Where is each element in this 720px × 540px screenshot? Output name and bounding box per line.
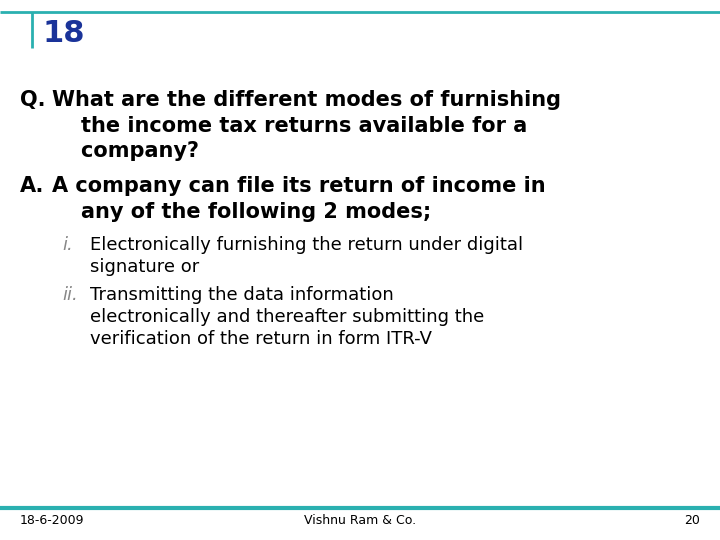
Text: Q.: Q. [20,90,45,110]
Text: verification of the return in form ITR-V: verification of the return in form ITR-V [90,330,432,348]
Text: electronically and thereafter submitting the: electronically and thereafter submitting… [90,308,485,326]
Text: A.: A. [20,177,45,197]
Text: 18-6-2009: 18-6-2009 [20,515,84,528]
Text: any of the following 2 modes;: any of the following 2 modes; [52,202,431,222]
Text: i.: i. [62,235,73,253]
Text: Transmitting the data information: Transmitting the data information [90,286,394,303]
Text: Electronically furnishing the return under digital: Electronically furnishing the return und… [90,235,523,253]
Text: 18: 18 [42,19,84,49]
Text: signature or: signature or [90,258,199,275]
Text: Vishnu Ram & Co.: Vishnu Ram & Co. [304,515,416,528]
Text: A company can file its return of income in: A company can file its return of income … [52,177,546,197]
Text: 20: 20 [684,515,700,528]
Text: What are the different modes of furnishing: What are the different modes of furnishi… [52,90,561,110]
Text: ii.: ii. [62,286,78,303]
Text: the income tax returns available for a: the income tax returns available for a [52,116,527,136]
Text: company?: company? [52,141,199,161]
